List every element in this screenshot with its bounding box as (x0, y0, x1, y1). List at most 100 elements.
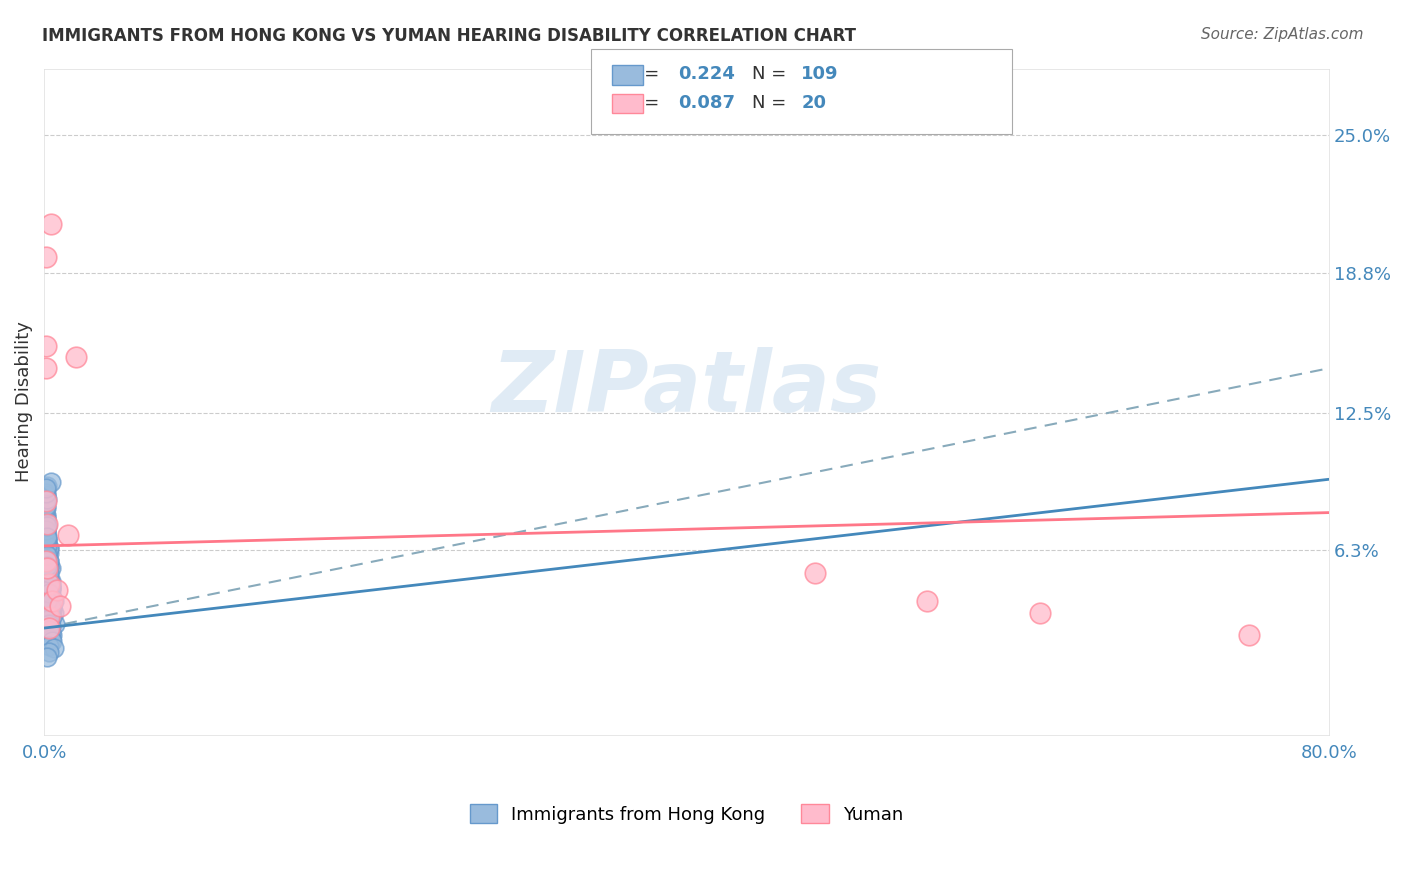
Point (37, 594, 59, 608)
Point (38, 545, 60, 559)
Text: 0.224: 0.224 (678, 65, 734, 83)
Point (804, 566, 827, 580)
Point (38, 590, 60, 604)
Point (35, 499, 58, 513)
Text: 20: 20 (801, 94, 827, 112)
Point (38, 558, 60, 573)
Point (35, 250, 58, 264)
Point (38, 610, 60, 624)
Point (35, 519, 58, 533)
Text: ZIPatlas: ZIPatlas (491, 347, 882, 430)
Point (38, 607, 60, 622)
Point (37, 599, 59, 613)
Point (37, 606, 59, 620)
Point (38, 597, 60, 611)
Point (37, 552, 59, 566)
Point (37, 592, 59, 607)
Point (39, 588, 62, 602)
Legend: Immigrants from Hong Kong, Yuman: Immigrants from Hong Kong, Yuman (463, 797, 911, 830)
Point (35, 510, 58, 524)
Point (37, 597, 59, 611)
Point (35, 537, 58, 551)
Point (37, 545, 59, 559)
Point (37, 519, 59, 533)
Text: R =: R = (626, 94, 665, 112)
Point (35, 524, 58, 538)
Point (37, 557, 59, 571)
Point (39, 217, 62, 231)
Point (38, 616, 60, 631)
Point (37, 563, 59, 577)
Point (38, 645, 60, 659)
Point (37, 649, 59, 664)
Point (39, 581, 62, 595)
Point (35, 574, 58, 589)
Point (38, 576, 60, 591)
Point (39, 561, 62, 575)
Point (1029, 606, 1052, 620)
Point (35, 524, 58, 538)
Point (46, 583, 69, 598)
Point (37, 549, 59, 564)
Point (37, 548, 59, 562)
Point (37, 554, 59, 568)
Point (37, 533, 59, 547)
Point (38, 541, 60, 555)
Point (35, 521, 58, 535)
Point (35, 481, 58, 495)
Point (42, 594, 65, 608)
Point (38, 612, 60, 626)
Point (39, 590, 62, 604)
Point (39, 576, 62, 591)
Point (37, 615, 59, 629)
Point (41, 628, 63, 642)
Point (37, 576, 59, 591)
Point (38, 554, 60, 568)
Point (35, 557, 58, 571)
Point (35, 539, 58, 553)
Point (38, 639, 60, 653)
Point (38, 566, 60, 580)
Point (38, 579, 60, 593)
Point (37, 558, 59, 573)
Point (39, 475, 62, 489)
Point (37, 492, 59, 507)
Point (35, 501, 58, 516)
Point (35, 570, 58, 584)
Point (37, 479, 59, 493)
Point (35, 548, 58, 562)
Point (35, 494, 58, 508)
Point (35, 525, 58, 540)
Point (39, 632, 62, 647)
Point (37, 572, 59, 586)
Point (41, 634, 63, 648)
Point (38, 585, 60, 599)
Point (39, 581, 62, 595)
Point (41, 603, 63, 617)
Point (38, 588, 60, 602)
Point (35, 561, 58, 575)
Text: Source: ZipAtlas.com: Source: ZipAtlas.com (1201, 27, 1364, 42)
Point (41, 599, 63, 613)
Text: 0.087: 0.087 (678, 94, 735, 112)
Point (39, 583, 62, 598)
Point (35, 512, 58, 526)
Text: N =: N = (752, 65, 792, 83)
Point (65, 350, 87, 364)
Point (35, 488, 58, 502)
Point (39, 601, 62, 615)
Point (41, 610, 63, 624)
Point (35, 530, 58, 544)
Point (41, 594, 63, 608)
Point (1237, 628, 1260, 642)
Text: 109: 109 (801, 65, 839, 83)
Point (38, 541, 60, 555)
Point (37, 516, 59, 531)
Point (39, 625, 62, 640)
Point (35, 485, 58, 500)
Point (35, 528, 58, 542)
Point (35, 339, 58, 353)
Point (37, 621, 59, 635)
Point (44, 616, 66, 631)
Point (35, 494, 58, 508)
